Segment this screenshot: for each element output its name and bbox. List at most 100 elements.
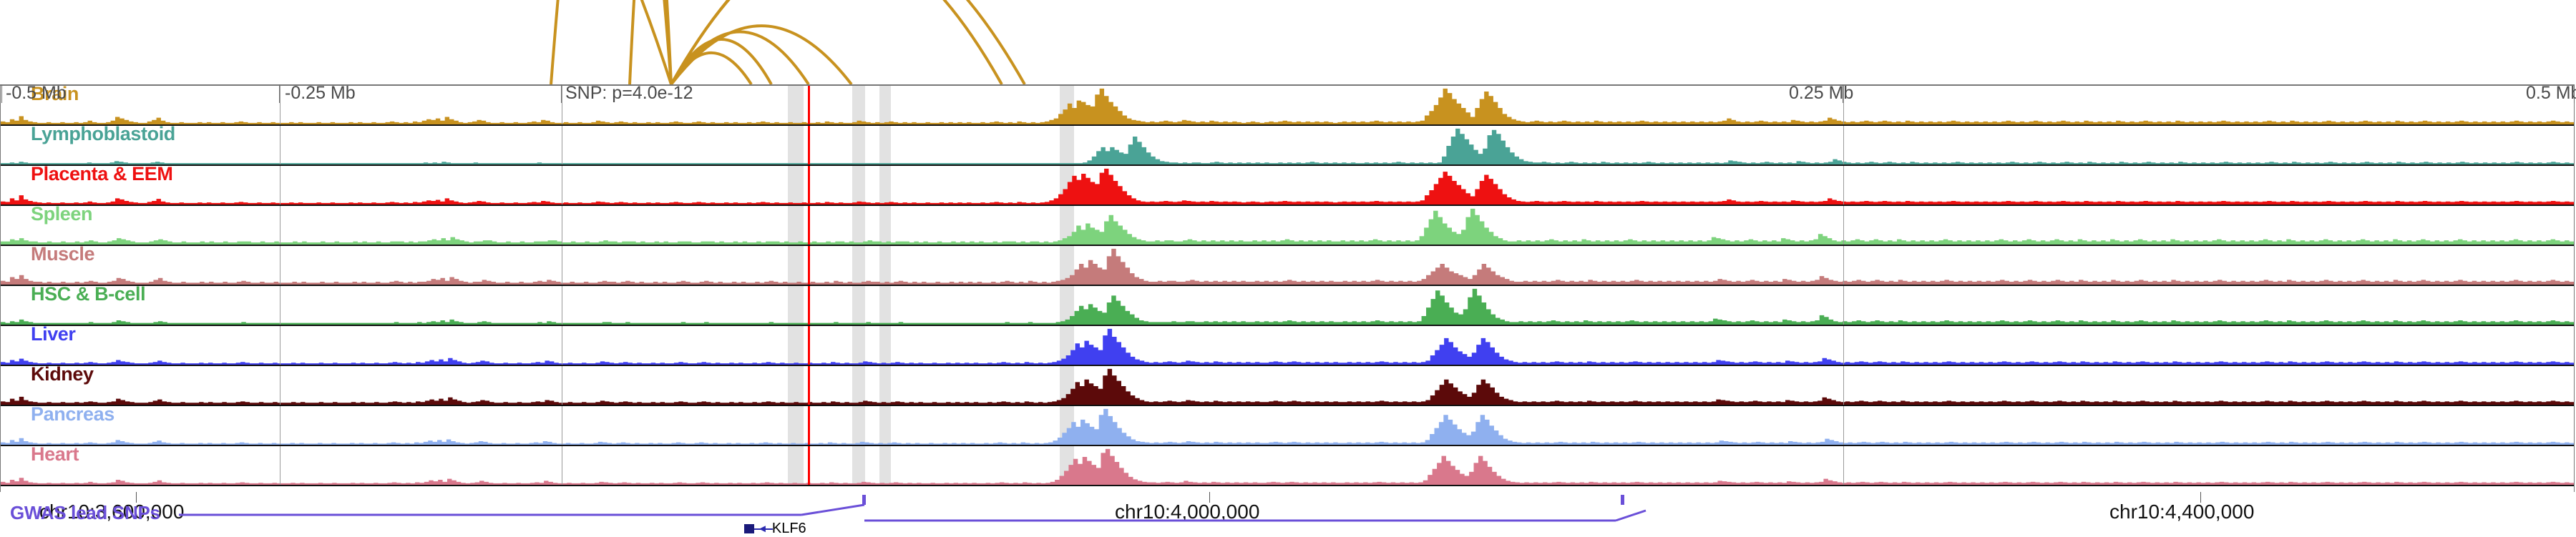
snp-marker-line — [808, 286, 810, 325]
highlight-region — [1060, 126, 1074, 164]
vertical-guide-line — [1843, 86, 1844, 124]
track-liver[interactable]: Liver — [1, 326, 2574, 366]
track-hsc-b-cell[interactable]: HSC & B-cell — [1, 286, 2574, 326]
highlight-region — [788, 326, 804, 365]
axis-tick-label: chr10:4,000,000 — [1115, 501, 1260, 523]
highlight-region — [788, 206, 804, 245]
gwas-lead-snps-track[interactable]: GWAS lead SNPs — [0, 493, 2576, 536]
signal-profile — [1, 208, 2574, 245]
track-heart[interactable]: Heart — [1, 446, 2574, 486]
snp-marker-line — [808, 446, 810, 485]
signal-profile — [1, 168, 2574, 205]
gwas-lead-snp-mark[interactable] — [862, 495, 866, 505]
genomic-coordinate-axis: chr10:3,600,000 chr10:4,000,000 chr10:4,40… — [0, 492, 2576, 536]
track-brain[interactable]: Brain — [1, 86, 2574, 126]
highlight-region — [1060, 206, 1074, 245]
highlight-region — [852, 286, 865, 325]
highlight-region — [879, 366, 891, 405]
highlight-region — [879, 166, 891, 205]
highlight-region — [788, 286, 804, 325]
highlight-region — [788, 126, 804, 164]
interaction-arc[interactable] — [671, 0, 1025, 84]
snp-marker-line — [808, 406, 810, 445]
interaction-arc[interactable] — [671, 26, 852, 84]
vertical-guide-line — [1843, 446, 1844, 485]
highlight-region — [879, 206, 891, 245]
signal-profile — [1, 88, 2574, 124]
highlight-region — [852, 446, 865, 485]
gwas-lead-snp-mark[interactable] — [1621, 495, 1624, 505]
highlight-region — [788, 406, 804, 445]
signal-profile — [1, 288, 2574, 325]
highlight-region — [1060, 286, 1074, 325]
gene-name-label: KLF6 — [771, 521, 806, 536]
track-kidney[interactable]: Kidney — [1, 366, 2574, 406]
track-lymphoblastoid[interactable]: Lymphoblastoid — [1, 126, 2574, 166]
interaction-arcs-svg — [0, 0, 2576, 84]
axis-tick — [136, 492, 137, 503]
signal-profile — [1, 368, 2574, 405]
vertical-guide-line — [1843, 366, 1844, 405]
highlight-region — [788, 166, 804, 205]
interaction-arc[interactable] — [671, 0, 1002, 84]
highlight-region — [852, 326, 865, 365]
vertical-guide-line — [1843, 206, 1844, 245]
highlight-region — [879, 126, 891, 164]
track-spleen[interactable]: Spleen — [1, 206, 2574, 246]
signal-profile — [1, 448, 2574, 485]
highlight-region — [852, 166, 865, 205]
highlight-region — [852, 126, 865, 164]
axis-tick-label: chr10:4,400,000 — [2109, 501, 2255, 523]
interaction-arc[interactable] — [671, 32, 809, 85]
snp-marker-line — [808, 366, 810, 405]
track-muscle[interactable]: Muscle — [1, 246, 2574, 286]
highlight-region — [852, 406, 865, 445]
highlight-region — [879, 326, 891, 365]
vertical-guide-line — [1843, 166, 1844, 205]
axis-tick-label: chr10:3,600,000 — [39, 501, 185, 523]
vertical-guide-line — [1843, 406, 1844, 445]
highlight-region — [879, 86, 891, 124]
highlight-region — [879, 246, 891, 285]
track-pancreas[interactable]: Pancreas — [1, 406, 2574, 446]
snp-marker-line — [808, 126, 810, 164]
highlight-region — [852, 206, 865, 245]
highlight-region — [788, 446, 804, 485]
vertical-guide-line — [1843, 286, 1844, 325]
signal-profile — [1, 408, 2574, 445]
signal-profile — [1, 128, 2574, 164]
gene-annotation-track[interactable]: ◄ KLF6 — [0, 521, 2576, 536]
snp-marker-line — [808, 206, 810, 245]
gwas-connector-line — [179, 505, 1646, 521]
chromatin-interaction-arc-panel[interactable] — [0, 0, 2576, 84]
interaction-arc[interactable] — [551, 0, 671, 84]
signal-track-stack: Brain Lymphoblastoid Placenta & EEM Spleen M… — [0, 84, 2575, 492]
highlight-region — [879, 406, 891, 445]
vertical-guide-line — [1843, 126, 1844, 164]
highlight-region — [788, 246, 804, 285]
highlight-region — [1060, 246, 1074, 285]
gene-feature[interactable]: ◄ KLF6 — [744, 521, 806, 537]
highlight-region — [852, 246, 865, 285]
highlight-region — [879, 286, 891, 325]
vertical-guide-line — [1843, 246, 1844, 285]
gwas-track-label: GWAS lead SNPs — [10, 502, 160, 523]
gene-intron-line — [754, 528, 773, 530]
interaction-arc-offscreen[interactable] — [215, 0, 671, 84]
gene-exon-block — [744, 524, 754, 533]
gwas-track-svg — [0, 495, 2576, 522]
highlight-region — [852, 86, 865, 124]
snp-marker-line — [808, 246, 810, 285]
snp-marker-line — [808, 166, 810, 205]
highlight-region — [1060, 326, 1074, 365]
highlight-region — [788, 86, 804, 124]
highlight-region — [788, 366, 804, 405]
axis-tick — [1209, 492, 1210, 503]
vertical-guide-line — [1843, 326, 1844, 365]
highlight-region — [879, 446, 891, 485]
signal-profile — [1, 328, 2574, 365]
track-placenta-eem[interactable]: Placenta & EEM — [1, 166, 2574, 206]
signal-profile — [1, 248, 2574, 285]
axis-tick — [2200, 492, 2201, 503]
